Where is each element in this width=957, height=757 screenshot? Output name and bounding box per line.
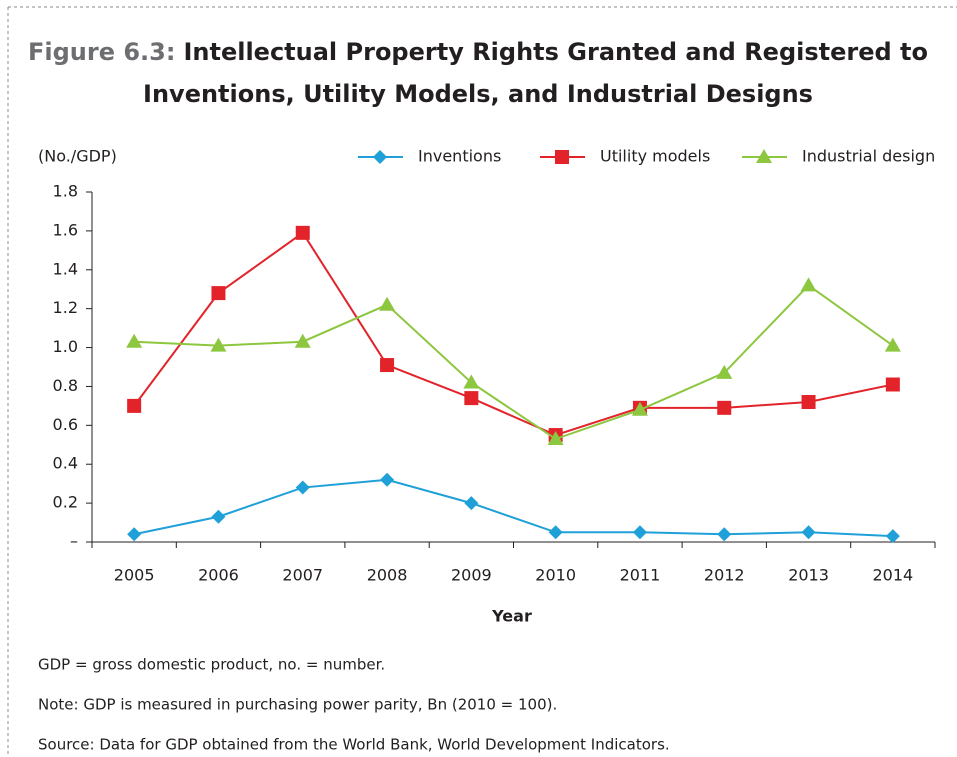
x-tick-label: 2009 — [451, 566, 492, 585]
x-tick-label: 2010 — [535, 566, 576, 585]
marker — [884, 337, 901, 352]
marker — [127, 398, 142, 413]
marker — [547, 430, 564, 445]
chart-title: Figure 6.3: Intellectual Property Rights … — [28, 38, 928, 66]
marker — [632, 525, 647, 540]
x-tick-label: 2005 — [114, 566, 155, 585]
marker — [464, 391, 479, 406]
legend-label: Industrial design — [802, 147, 935, 166]
marker — [885, 377, 900, 392]
x-tick-label: 2012 — [704, 566, 745, 585]
marker — [801, 395, 816, 409]
marker — [295, 480, 310, 495]
x-tick-label: 2013 — [788, 566, 829, 585]
legend-label: Inventions — [418, 147, 501, 166]
y-tick-label: 1.2 — [53, 298, 78, 317]
y-tick-label: 0.2 — [53, 493, 78, 512]
x-axis-label: Year — [491, 607, 532, 626]
x-tick-label: 2006 — [198, 566, 239, 585]
marker — [885, 529, 900, 544]
y-tick-label: 1.8 — [53, 182, 78, 201]
marker — [801, 525, 816, 540]
note: Source: Data for GDP obtained from the W… — [38, 736, 670, 754]
marker — [631, 401, 648, 416]
marker — [380, 358, 395, 373]
y-tick-label: 0.4 — [53, 454, 78, 473]
y-tick-label: 1.6 — [53, 220, 78, 239]
marker — [716, 364, 733, 379]
series-line — [134, 284, 894, 441]
y-tick-label: 1.0 — [53, 337, 78, 356]
marker — [463, 374, 480, 389]
x-tick-label: 2007 — [282, 566, 323, 585]
marker — [379, 296, 396, 311]
y-tick-label: – — [70, 532, 78, 551]
marker — [800, 277, 817, 292]
marker — [717, 527, 732, 542]
note: GDP = gross domestic product, no. = numb… — [38, 656, 385, 674]
marker — [211, 509, 226, 524]
title-line: Intellectual Property Rights Granted and… — [183, 38, 928, 66]
figure-number: Figure 6.3: — [28, 38, 175, 66]
marker — [464, 496, 479, 511]
marker — [380, 472, 395, 487]
series-line — [133, 231, 894, 437]
marker — [555, 150, 569, 164]
x-tick-label: 2008 — [367, 566, 408, 585]
marker — [548, 525, 563, 540]
note: Note: GDP is measured in purchasing powe… — [38, 696, 557, 714]
marker — [210, 337, 227, 352]
marker — [717, 400, 732, 415]
legend-label: Utility models — [600, 147, 710, 166]
series-line — [133, 478, 893, 538]
marker — [295, 225, 310, 240]
title-line: Inventions, Utility Models, and Industri… — [143, 80, 813, 108]
x-tick-label: 2014 — [872, 566, 913, 585]
marker — [211, 286, 226, 301]
marker — [127, 527, 142, 542]
marker — [126, 333, 143, 348]
marker — [756, 149, 772, 163]
x-tick-label: 2011 — [620, 566, 661, 585]
marker — [373, 150, 387, 164]
y-tick-label: 0.8 — [53, 376, 78, 395]
y-axis-label: (No./GDP) — [38, 147, 117, 166]
y-tick-label: 0.6 — [53, 415, 78, 434]
y-tick-label: 1.4 — [53, 259, 78, 278]
marker — [294, 333, 311, 348]
